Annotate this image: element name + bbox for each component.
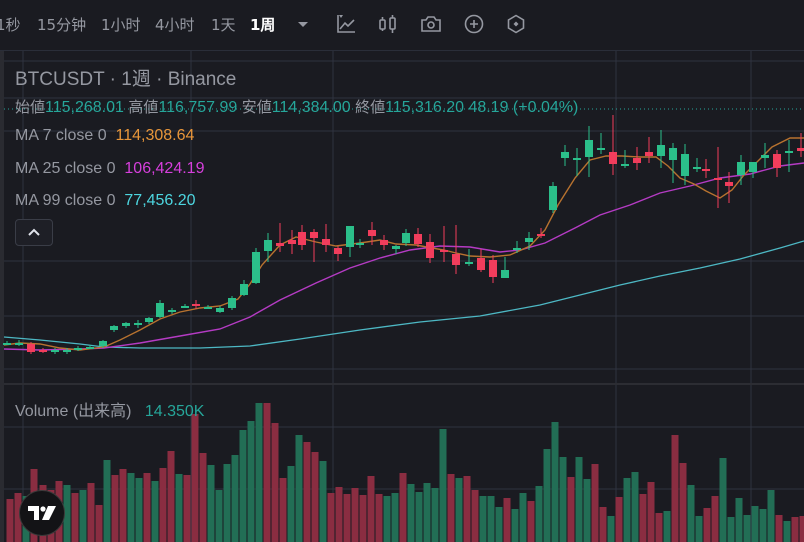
open-label: 始値 <box>15 98 46 116</box>
timeframe-0[interactable]: 1秒 <box>0 16 21 34</box>
ma99-legend[interactable]: MA 99 close 0 77,456.20 <box>15 192 196 210</box>
close-label: 終値 <box>355 98 386 116</box>
ma7-legend[interactable]: MA 7 close 0 114,308.64 <box>15 127 194 145</box>
low-value: 114,384.00 <box>271 99 351 116</box>
dropdown-icon[interactable] <box>291 12 315 36</box>
timeframe-4[interactable]: 1天 <box>211 16 236 34</box>
tradingview-logo[interactable] <box>19 490 65 536</box>
volume-label: Volume (出来高) <box>15 403 132 420</box>
chart-type-icon[interactable] <box>376 12 400 36</box>
timeframe-1[interactable]: 15分钟 <box>37 16 87 34</box>
change-value: 48.19 (+0.04%) <box>468 99 579 116</box>
left-edge-bar <box>0 51 4 542</box>
timeframe-3[interactable]: 4小时 <box>155 16 195 34</box>
ma25-label: MA 25 close 0 <box>15 160 116 177</box>
timeframe-5[interactable]: 1周 <box>250 16 276 34</box>
timeframe-2[interactable]: 1小时 <box>101 16 141 34</box>
settings-hex-icon[interactable] <box>504 12 528 36</box>
chevron-up-icon <box>28 228 40 236</box>
ma7-value: 114,308.64 <box>115 127 195 144</box>
symbol-title: BTCUSDT · 1週 · Binance <box>15 69 237 90</box>
close-value: 115,316.20 <box>385 99 464 116</box>
volume-value: 14.350K <box>144 403 205 420</box>
high-label: 高値 <box>128 98 159 116</box>
high-value: 116,757.99 <box>158 99 238 116</box>
camera-icon[interactable] <box>419 12 443 36</box>
ohlc-legend: 始値115,268.01 高値116,757.99 安値114,384.00 終… <box>15 96 578 117</box>
ma99-label: MA 99 close 0 <box>15 192 116 209</box>
volume-legend[interactable]: Volume (出来高) 14.350K <box>15 397 204 421</box>
ma99-value: 77,456.20 <box>124 192 196 209</box>
low-label: 安値 <box>241 98 272 116</box>
tradingview-logo-icon <box>28 506 56 520</box>
open-value: 115,268.01 <box>45 99 124 116</box>
toolbar: 1秒 15分钟 1小时 4小时 1天 1周 <box>0 0 804 48</box>
ma7-label: MA 7 close 0 <box>15 127 107 144</box>
ma25-legend[interactable]: MA 25 close 0 106,424.19 <box>15 160 204 178</box>
add-icon[interactable] <box>462 12 486 36</box>
ma25-value: 106,424.19 <box>124 160 205 177</box>
indicators-icon[interactable] <box>334 12 358 36</box>
collapse-legend-button[interactable] <box>15 219 53 246</box>
toolbar-divider <box>0 50 804 51</box>
